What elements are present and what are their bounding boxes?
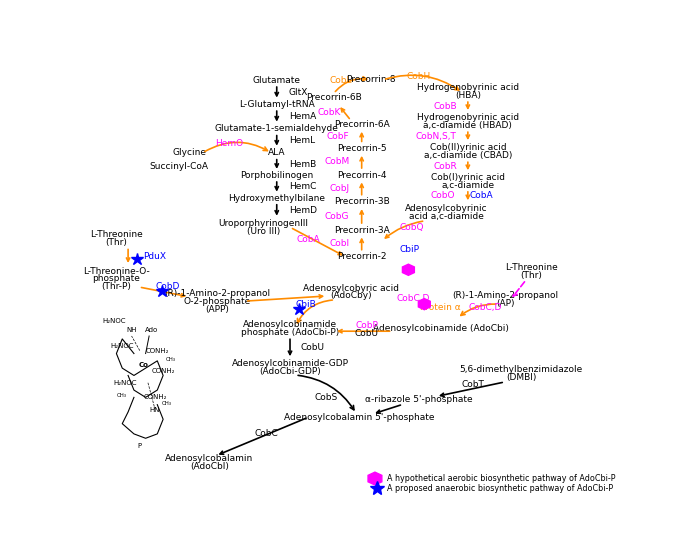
Text: a,c-diamide (CBAD): a,c-diamide (CBAD)	[423, 151, 512, 160]
Text: (Thr): (Thr)	[521, 271, 543, 280]
Text: (R)-1-Amino-2-propanol: (R)-1-Amino-2-propanol	[164, 289, 271, 299]
Text: CobO: CobO	[430, 191, 455, 200]
Text: CobA: CobA	[469, 191, 493, 200]
Text: CobF: CobF	[327, 132, 349, 141]
Text: GltX: GltX	[289, 88, 308, 97]
Text: (R)-1-Amino-2-propanol: (R)-1-Amino-2-propanol	[452, 291, 558, 300]
Text: Precorrin-6B: Precorrin-6B	[306, 93, 362, 103]
Text: HemC: HemC	[289, 182, 316, 191]
Text: UroporphyrinogenIII: UroporphyrinogenIII	[219, 219, 308, 228]
Text: Hydroxymethylbilane: Hydroxymethylbilane	[228, 194, 325, 203]
Text: Precorrin-8: Precorrin-8	[347, 75, 396, 84]
Text: O-2-phosphate: O-2-phosphate	[184, 297, 251, 306]
Text: CobI: CobI	[329, 239, 349, 248]
Text: α-ribazole 5'-phosphate: α-ribazole 5'-phosphate	[365, 396, 473, 405]
Text: Adenosylcobinamide-GDP: Adenosylcobinamide-GDP	[232, 359, 349, 368]
Text: CobJ: CobJ	[329, 184, 349, 193]
Text: CobC: CobC	[254, 429, 278, 438]
Text: Succinyl-CoA: Succinyl-CoA	[149, 162, 208, 171]
Text: CobU: CobU	[301, 343, 325, 352]
Text: CbiB: CbiB	[295, 300, 316, 309]
Text: CbiP: CbiP	[399, 245, 419, 254]
Text: Precorrin-6A: Precorrin-6A	[334, 120, 390, 129]
Text: acid a,c-diamide: acid a,c-diamide	[409, 212, 484, 221]
Text: Glutamate: Glutamate	[253, 76, 301, 85]
Text: CobP: CobP	[356, 321, 378, 330]
Text: (Thr): (Thr)	[105, 238, 127, 247]
Text: Glutamate-1-semialdehyde: Glutamate-1-semialdehyde	[215, 124, 338, 133]
Text: Precorrin-2: Precorrin-2	[337, 252, 386, 261]
Text: (AdoCbl): (AdoCbl)	[190, 462, 229, 471]
Text: CobD: CobD	[155, 282, 180, 291]
Text: Porphobilinogen: Porphobilinogen	[240, 171, 313, 180]
Text: Precorrin-3B: Precorrin-3B	[334, 198, 390, 206]
Text: (HBA): (HBA)	[455, 91, 481, 100]
Text: Hydrogenobyrinic acid: Hydrogenobyrinic acid	[416, 83, 519, 92]
Text: A hypothetical aerobic biosynthetic pathway of AdoCbi-P: A hypothetical aerobic biosynthetic path…	[387, 474, 616, 483]
Text: CobQ: CobQ	[400, 223, 425, 232]
Text: a,c-diamide (HBAD): a,c-diamide (HBAD)	[423, 121, 512, 130]
Text: HemO: HemO	[215, 139, 243, 148]
Text: HemD: HemD	[289, 206, 317, 215]
Text: A proposed anaerobic biosynthetic pathway of AdoCbi-P: A proposed anaerobic biosynthetic pathwa…	[387, 484, 613, 493]
Text: CobT: CobT	[462, 381, 484, 389]
Text: Adenosylcobyrinic: Adenosylcobyrinic	[406, 204, 488, 213]
Text: Precorrin-5: Precorrin-5	[337, 144, 386, 153]
Text: L-Threonine-O-: L-Threonine-O-	[83, 267, 150, 276]
Text: CobN,S,T: CobN,S,T	[415, 132, 456, 141]
Text: (AdoCbi-GDP): (AdoCbi-GDP)	[259, 367, 321, 376]
Text: Precorrin-3A: Precorrin-3A	[334, 226, 390, 235]
Text: CobK: CobK	[317, 108, 340, 117]
Text: Glycine: Glycine	[173, 148, 207, 157]
Text: L-Threonine: L-Threonine	[90, 230, 142, 239]
Text: Adenosylcobyric acid: Adenosylcobyric acid	[303, 283, 399, 293]
Text: HemA: HemA	[289, 112, 316, 121]
Text: ALA: ALA	[268, 148, 286, 157]
Text: Adenosylcobinamide: Adenosylcobinamide	[243, 320, 337, 329]
Text: CobR: CobR	[434, 162, 457, 171]
Text: Adenosylcobinamide (AdoCbi): Adenosylcobinamide (AdoCbi)	[373, 324, 509, 333]
Text: (DMBI): (DMBI)	[506, 373, 536, 382]
Text: HemL: HemL	[289, 136, 315, 145]
Text: phosphate: phosphate	[92, 275, 140, 283]
Text: CobG: CobG	[325, 211, 349, 220]
Text: CobC,D: CobC,D	[468, 303, 501, 312]
Text: Protein α: Protein α	[420, 303, 460, 312]
Text: (APP): (APP)	[206, 305, 229, 314]
Text: Adenosylcobalamin 5'-phosphate: Adenosylcobalamin 5'-phosphate	[284, 412, 434, 422]
Text: L-Glutamyl-tRNA: L-Glutamyl-tRNA	[239, 100, 314, 109]
Text: 5,6-dimethylbenzimidazole: 5,6-dimethylbenzimidazole	[460, 365, 582, 374]
Text: Precorrin-4: Precorrin-4	[337, 171, 386, 180]
Text: CobM: CobM	[324, 157, 349, 166]
Text: CobB: CobB	[434, 102, 457, 110]
Text: CobC,D: CobC,D	[397, 294, 430, 302]
Text: Hydrogenobyrinic acid: Hydrogenobyrinic acid	[416, 113, 519, 122]
Text: (Uro III): (Uro III)	[247, 227, 280, 235]
Text: CobL: CobL	[329, 76, 351, 85]
Text: a,c-diamide: a,c-diamide	[441, 181, 495, 190]
Text: phosphate (AdoCbi-P): phosphate (AdoCbi-P)	[241, 328, 339, 337]
Text: CobA: CobA	[297, 235, 321, 244]
Text: Cob(II)yrinic acid: Cob(II)yrinic acid	[429, 143, 506, 152]
Text: (AP): (AP)	[496, 299, 514, 308]
Text: Cob(I)yrinic acid: Cob(I)yrinic acid	[431, 173, 505, 182]
Text: (AdoCby): (AdoCby)	[330, 291, 372, 300]
Text: PduX: PduX	[143, 252, 166, 261]
Text: CobH: CobH	[407, 72, 431, 81]
Text: (Thr-P): (Thr-P)	[101, 282, 132, 291]
Text: CobS: CobS	[315, 393, 338, 402]
Text: L-Threonine: L-Threonine	[505, 263, 558, 272]
Text: Adenosylcobalamin: Adenosylcobalamin	[165, 454, 253, 463]
Text: CobU: CobU	[355, 329, 379, 338]
Text: HemB: HemB	[289, 160, 316, 169]
